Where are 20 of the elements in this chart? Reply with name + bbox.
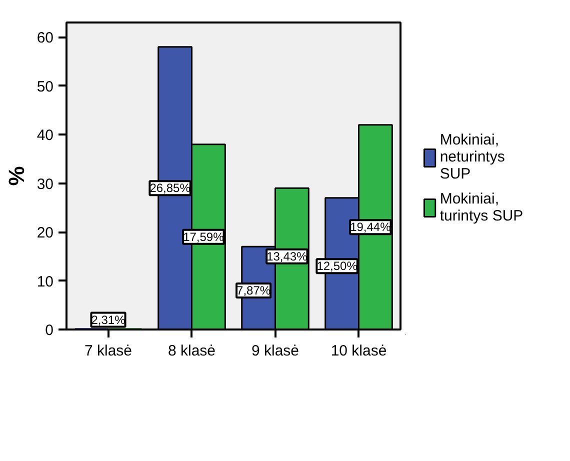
annotation: 2,31% [91, 312, 126, 327]
legend-label: Mokiniai, neturintys SUP [440, 132, 505, 182]
annotation: 12,50% [316, 259, 358, 274]
y-tick-label: 50 [36, 78, 54, 96]
y-tick-label: 40 [36, 127, 54, 144]
y-tick-label: 60 [36, 30, 54, 47]
y-tick-label: 10 [36, 273, 54, 290]
annotation: 19,44% [350, 220, 392, 234]
y-tick-label: 30 [36, 176, 54, 193]
annotation: 13,43% [266, 249, 308, 264]
x-tick-label: 7 klasė [84, 342, 132, 360]
x-tick-label: 9 klasė [251, 342, 300, 360]
y-tick-label: 20 [36, 224, 54, 242]
x-tick-label: 10 klasė [330, 342, 387, 360]
annotation: 26,85% [150, 181, 191, 196]
annotation: 17,59% [183, 230, 224, 244]
y-tick-label: 0 [45, 322, 54, 339]
y-axis-title: % [4, 166, 29, 186]
legend-label: Mokiniai, turintys SUP [440, 190, 524, 224]
x-tick-label: 8 klasė [168, 342, 216, 360]
